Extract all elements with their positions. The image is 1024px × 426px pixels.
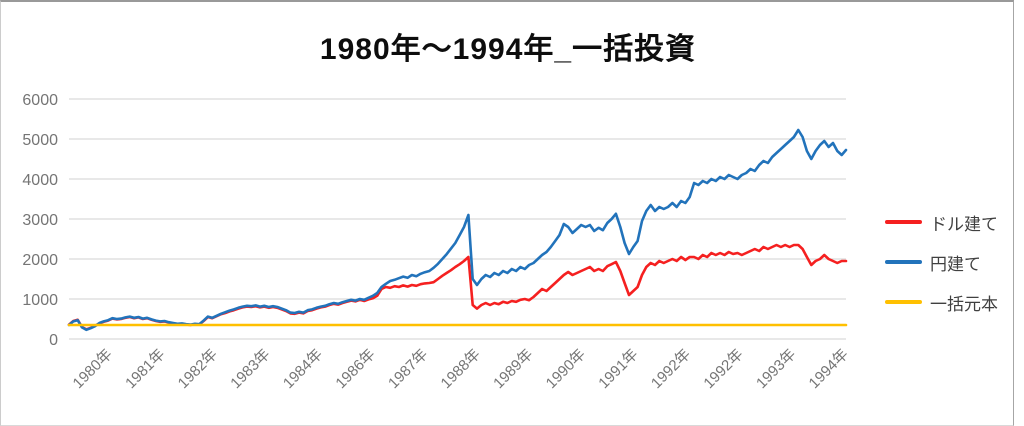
x-tick-label-9: 1990年 [543, 346, 589, 392]
legend-item-dollar: ドル建て [885, 202, 998, 242]
chart-title: 1980年〜1994年_一括投資 [319, 33, 697, 66]
x-tick-label-4: 1984年 [280, 346, 326, 392]
y-tick-label-3000: 3000 [22, 212, 58, 229]
legend-item-principal: 一括元本 [885, 282, 998, 322]
x-tick-label-7: 1988年 [438, 346, 484, 392]
x-tick-label-0: 1980年 [70, 346, 116, 392]
legend-line-principal-icon [885, 300, 922, 304]
x-tick-label-12: 1992年 [700, 346, 746, 392]
x-tick-label-3: 1983年 [227, 346, 273, 392]
y-tick-label-2000: 2000 [22, 252, 58, 269]
legend-label-principal: 一括元本 [930, 294, 998, 314]
series-line-0 [67, 243, 848, 331]
y-tick-label-4000: 4000 [22, 172, 58, 189]
legend-label-dollar: ドル建て [930, 214, 998, 234]
x-tick-label-10: 1991年 [595, 346, 641, 392]
x-tick-label-13: 1993年 [753, 346, 799, 392]
x-tick-label-11: 1992年 [648, 346, 694, 392]
y-tick-label-0: 0 [49, 332, 58, 349]
chart-legend: ドル建て 円建て 一括元本 [885, 202, 998, 322]
y-tick-label-1000: 1000 [22, 292, 58, 309]
legend-label-yen: 円建て [930, 254, 981, 274]
y-tick-label-6000: 6000 [22, 92, 58, 109]
y-tick-label-5000: 5000 [22, 132, 58, 149]
x-tick-label-8: 1989年 [490, 346, 536, 392]
x-tick-label-2: 1982年 [175, 346, 221, 392]
x-tick-label-1: 1981年 [122, 346, 168, 392]
x-tick-label-6: 1987年 [385, 346, 431, 392]
legend-line-yen-icon [885, 260, 922, 264]
x-tick-label-5: 1986年 [332, 346, 378, 392]
legend-line-dollar-icon [885, 220, 922, 224]
series-line-1 [67, 128, 848, 332]
x-tick-label-14: 1994年 [806, 346, 852, 392]
legend-item-yen: 円建て [885, 242, 998, 282]
